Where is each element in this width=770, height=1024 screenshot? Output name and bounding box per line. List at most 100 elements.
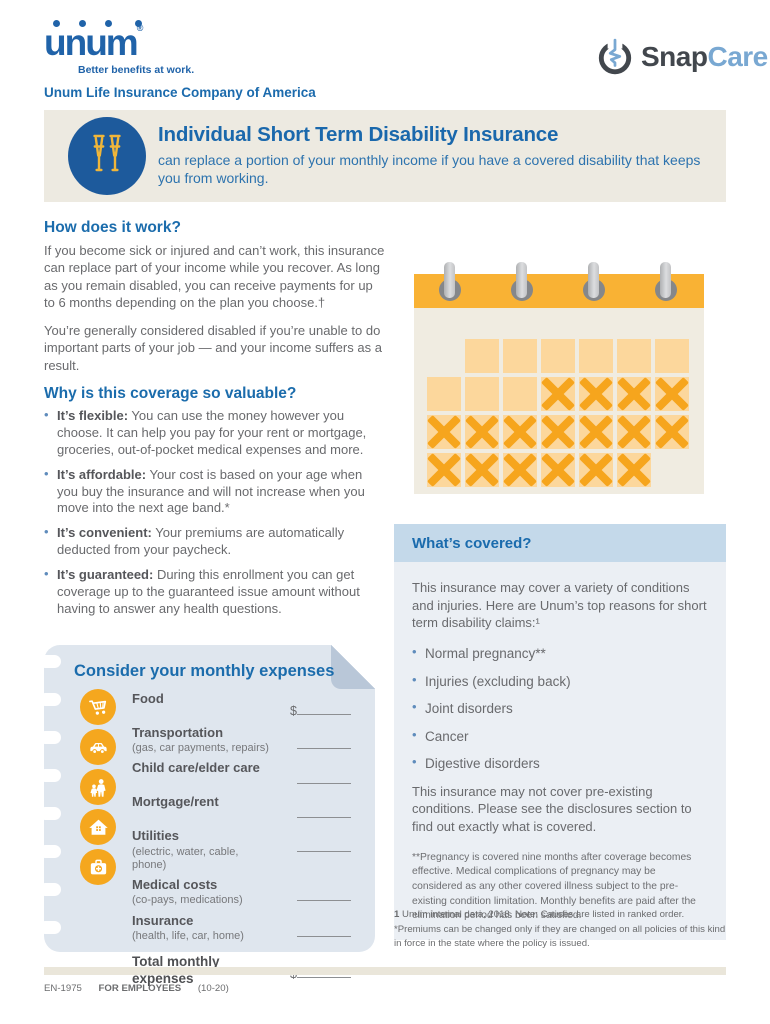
footer-divider [44,967,726,975]
why-valuable-heading: Why is this coverage so valuable? [44,384,297,402]
footer: EN-1975 FOR EMPLOYEES (10-20) [44,983,229,994]
calendar-day [579,339,613,373]
calendar-day-crossed [541,453,575,487]
dollar-sign: $ [290,704,297,718]
how-it-works-para2: You’re generally considered disabled if … [44,323,382,373]
snapcare-pulse-icon [598,38,632,75]
expense-amount-blank [275,794,351,823]
expense-rows: Food $ Transportation (gas, car payments… [132,691,351,993]
left-column: How does it work? If you become sick or … [44,219,386,626]
unum-logo-text: unum [44,22,139,63]
expense-amount-blank [275,828,351,872]
snapcare-snap-text: Snap [641,41,708,72]
bullet-lead: It’s affordable: [57,466,147,482]
date-code: (10-20) [197,983,229,994]
write-in-line [297,781,351,785]
footnote-1-text: Unum internal data, 2018. Note: Causes a… [402,909,685,920]
unum-tagline: Better benefits at work. [78,64,195,76]
logo-dot [135,20,142,27]
page-footnotes: 1 Unum internal data, 2018. Note: Causes… [394,908,726,952]
expense-amount-blank [275,877,351,907]
audience-label: FOR EMPLOYEES [98,983,182,994]
calendar-day-crossed [655,377,689,411]
expense-label: Child care/elder care [132,760,260,776]
calendar-day-crossed [427,453,461,487]
calendar-day-crossed [579,453,613,487]
write-in-line [297,712,351,715]
why-valuable-list: It’s flexible: You can use the money how… [44,407,386,618]
expense-label: Medical costs [132,877,218,893]
why-valuable-item: It’s guaranteed: During this enrollment … [44,566,386,618]
snapcare-logo: SnapCare [596,38,768,76]
expense-amount-blank [275,913,351,943]
title-banner: Individual Short Term Disability Insuran… [44,110,726,202]
calendar-grid [427,339,689,487]
whats-covered-outro: This insurance may not cover pre-existin… [412,783,692,835]
calendar-day [655,339,689,373]
car-icon [80,729,116,765]
expense-row: Insurance (health, life, car, home) [132,913,351,943]
why-valuable-item: It’s affordable: Your cost is based on y… [44,466,386,518]
calendar-day-crossed [541,377,575,411]
folded-corner [331,645,375,689]
binder-ring-icon [655,262,677,302]
expense-sublabel: (health, life, car, home) [132,929,244,942]
write-in-line [297,975,351,978]
expense-sublabel: (co-pays, medications) [132,894,243,907]
bullet-text: Your cost is based on your age when you … [57,466,365,516]
crutches-icon [68,117,146,195]
covered-condition-item: Joint disorders [412,699,708,718]
expense-icons [80,689,116,889]
whats-covered-list: Normal pregnancy** Injuries (excluding ba… [412,644,708,773]
binder-ring-icon [439,262,461,302]
unum-wordmark: unum® [44,20,194,63]
expense-sublabel: (electric, water, cable, phone) [132,845,239,871]
page-subtitle: can replace a portion of your monthly in… [158,152,701,187]
whats-covered-heading: What’s covered? [394,524,726,562]
calendar-day [465,377,499,411]
expense-amount-blank: $ [275,691,351,720]
calendar-day [427,377,461,411]
expense-label: Insurance [132,912,194,928]
expenses-heading: Consider your monthly expenses [74,662,335,680]
calendar-day [465,339,499,373]
binding-hole [39,807,61,820]
covered-condition-item: Cancer [412,727,708,746]
write-in-line [297,746,351,749]
calendar-day-crossed [427,415,461,449]
bullet-text: During this enrollment you can get cover… [57,567,360,616]
expense-label: Transportation [132,725,224,740]
calendar-day [503,377,537,411]
covered-condition-item: Normal pregnancy** [412,644,708,663]
calendar-day-crossed [541,415,575,449]
snapcare-wordmark: SnapCare [641,41,768,73]
footnote-2-text: *Premiums can be changed only if they ar… [394,924,726,949]
firstaid-icon [80,849,116,885]
expense-row: Mortgage/rent [132,794,351,823]
calendar-day-crossed [465,453,499,487]
calendar-day [617,339,651,373]
logo-dot [53,20,60,27]
snapcare-care-text: Care [707,41,768,72]
pregnancy-footnote: **Pregnancy is covered nine months after… [412,851,696,922]
monthly-expenses-worksheet: Consider your monthly expenses [39,645,375,986]
house-icon [80,809,116,845]
binding-hole [39,693,61,706]
calendar-day-crossed [617,415,651,449]
calendar-day [541,339,575,373]
calendar-day-crossed [503,453,537,487]
binding-hole [39,731,61,744]
logo-dot [105,20,112,27]
expense-row: Medical costs (co-pays, medications) [132,877,351,907]
binding-hole [39,655,61,668]
bullet-text: Your premiums are automatically deducted… [57,525,345,558]
whats-covered-section: What’s covered? This insurance may cover… [394,524,726,940]
registered-mark: ® [136,23,144,33]
expense-row: Transportation (gas, car payments, repai… [132,725,351,755]
how-it-works-para1: If you become sick or injured and can’t … [44,243,385,310]
binding-hole [39,921,61,934]
why-valuable-item: It’s flexible: You can use the money how… [44,407,386,459]
whats-covered-body: This insurance may cover a variety of co… [394,562,726,940]
expense-label: Mortgage/rent [132,794,219,810]
